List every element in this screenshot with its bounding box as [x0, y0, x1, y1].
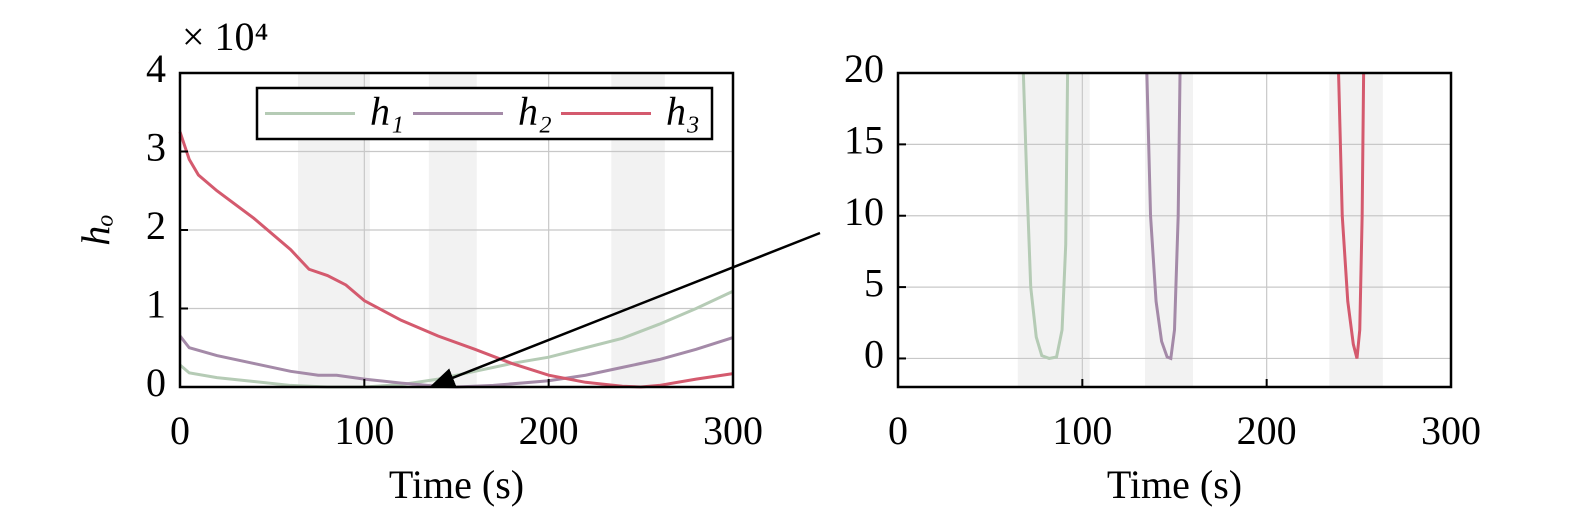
x-tick-label: 100	[334, 408, 394, 453]
y-tick-label: 5	[864, 260, 884, 305]
y-multiplier: × 10⁴	[182, 14, 269, 59]
x-tick-label: 100	[1052, 408, 1112, 453]
plot-frame	[896, 71, 1453, 389]
x-axis-label: Time (s)	[389, 462, 524, 507]
series-line	[178, 335, 734, 389]
legend-label: h₂	[518, 89, 552, 134]
y-tick-label: 15	[844, 118, 884, 163]
zoom-arrow	[429, 231, 821, 388]
series-line	[1145, 72, 1182, 361]
shaded-region	[1329, 73, 1383, 387]
legend-label: h₃	[666, 89, 700, 134]
x-tick-label: 0	[888, 408, 908, 453]
x-axis-label: Time (s)	[1107, 462, 1242, 507]
x-tick-label: 200	[519, 408, 579, 453]
y-tick-label: 3	[146, 125, 166, 170]
x-tick-label: 300	[703, 408, 763, 453]
y-axis-label: hₒ	[73, 214, 118, 245]
y-tick-label: 0	[864, 332, 884, 377]
series-line	[1337, 72, 1366, 359]
shaded-region	[1145, 73, 1193, 387]
y-tick-label: 2	[146, 203, 166, 248]
x-tick-label: 300	[1421, 408, 1481, 453]
x-tick-label: 200	[1237, 408, 1297, 453]
legend-label: h₁	[370, 89, 404, 134]
y-tick-label: 0	[146, 360, 166, 405]
y-tick-label: 20	[844, 46, 884, 91]
series-line	[1021, 72, 1070, 361]
y-tick-label: 10	[844, 189, 884, 234]
y-tick-label: 1	[146, 282, 166, 327]
x-tick-label: 0	[170, 408, 190, 453]
y-tick-label: 4	[146, 46, 166, 91]
